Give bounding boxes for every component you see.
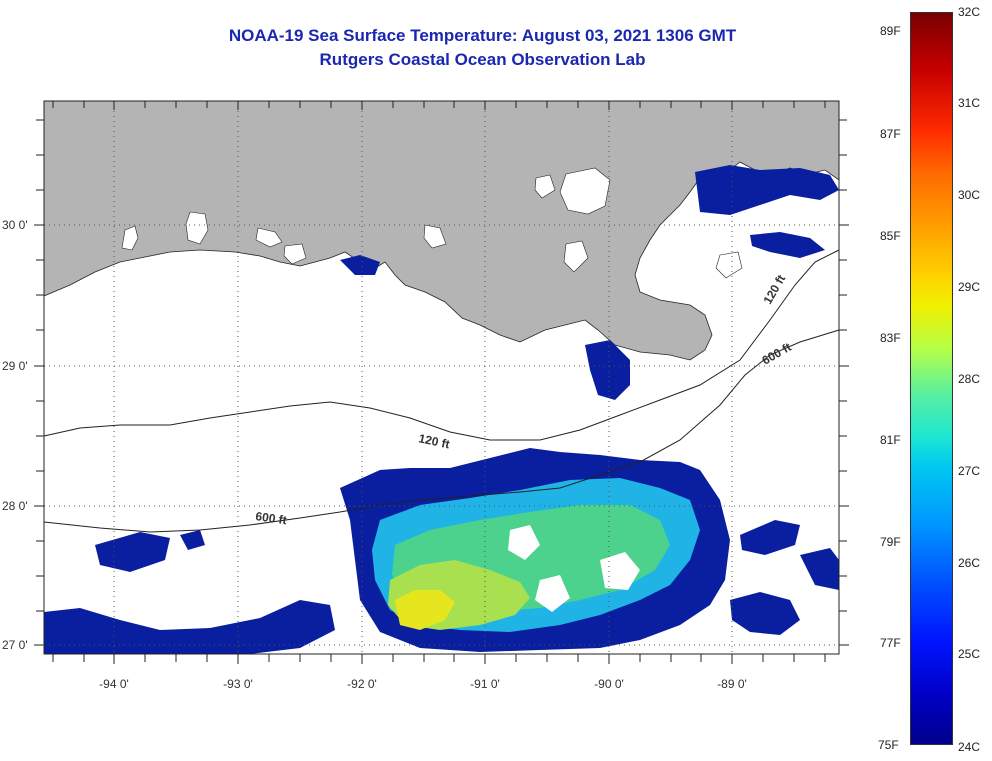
map-border bbox=[43, 100, 840, 655]
colorbar-f-77: 77F bbox=[880, 636, 901, 650]
isobath-label-120ft-left: 120 ft bbox=[417, 431, 451, 451]
colorbar-c-24: 24C bbox=[958, 740, 981, 754]
colorbar-c-28: 28C bbox=[958, 372, 981, 386]
colorbar-f-85: 85F bbox=[880, 229, 901, 243]
colorbar-f-75: 75F bbox=[878, 738, 899, 752]
map-title: NOAA-19 Sea Surface Temperature: August … bbox=[228, 26, 737, 45]
graticule bbox=[44, 101, 839, 654]
colorbar-c-26: 26C bbox=[958, 556, 981, 570]
isobath-lines bbox=[43, 249, 840, 533]
colorbar-c-30: 30C bbox=[958, 188, 981, 202]
isobath-600ft bbox=[43, 329, 840, 533]
lat-label-27: 27 0' bbox=[2, 638, 28, 652]
lon-label-89: -89 0' bbox=[717, 677, 747, 691]
colorbar-f-87: 87F bbox=[880, 127, 901, 141]
sst-coverage bbox=[44, 165, 839, 654]
lat-label-28: 28 0' bbox=[2, 499, 28, 513]
colorbar-c-27: 27C bbox=[958, 464, 981, 478]
lon-label-92: -92 0' bbox=[347, 677, 377, 691]
colorbar-f-89: 89F bbox=[880, 24, 901, 38]
colorbar-f-79: 79F bbox=[880, 535, 901, 549]
lakes bbox=[121, 167, 743, 279]
lon-label-90: -90 0' bbox=[594, 677, 624, 691]
colorbar-c-32: 32C bbox=[958, 5, 981, 19]
map-subtitle: Rutgers Coastal Ocean Observation Lab bbox=[319, 50, 646, 69]
isobath-120ft bbox=[43, 249, 840, 441]
frame-ticks bbox=[34, 101, 849, 664]
lon-label-93: -93 0' bbox=[223, 677, 253, 691]
colorbar-f-81: 81F bbox=[880, 433, 901, 447]
colorbar-c-25: 25C bbox=[958, 647, 981, 661]
isobath-label-600ft-left: 600 ft bbox=[255, 509, 288, 527]
lat-label-30: 30 0' bbox=[2, 218, 28, 232]
lon-label-94: -94 0' bbox=[99, 677, 129, 691]
lon-label-91: -91 0' bbox=[470, 677, 500, 691]
colorbar-f-83: 83F bbox=[880, 331, 901, 345]
colorbar-c-29: 29C bbox=[958, 280, 981, 294]
colorbar-c-31: 31C bbox=[958, 96, 981, 110]
lat-label-29: 29 0' bbox=[2, 359, 28, 373]
temperature-colorbar bbox=[910, 12, 953, 745]
